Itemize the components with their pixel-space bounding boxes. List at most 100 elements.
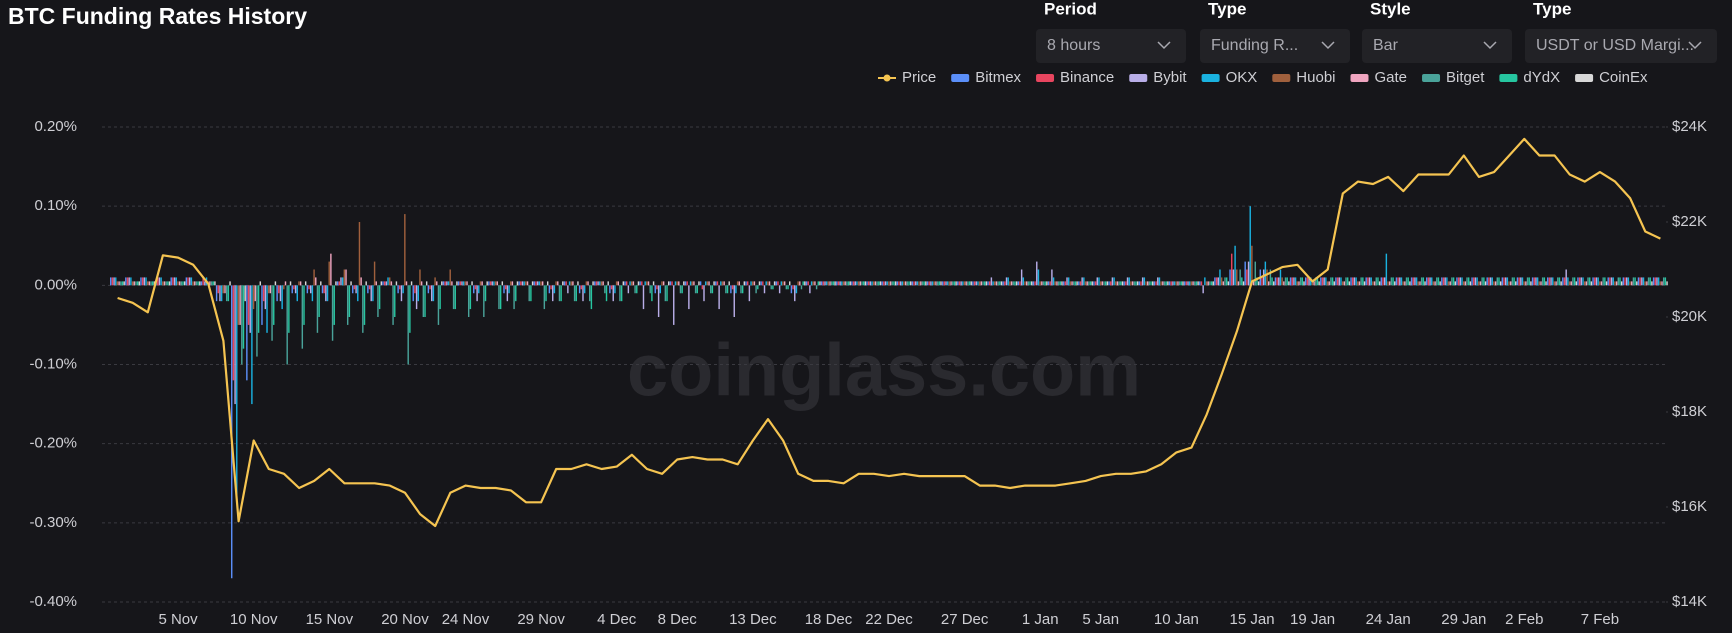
bar [583,285,586,294]
legend-label[interactable]: Binance [1060,69,1114,86]
bar [824,281,826,286]
legend-swatch[interactable] [1350,74,1369,82]
bar [1239,269,1241,286]
dropdown-box[interactable] [1525,29,1717,63]
bar [1205,281,1208,286]
legend-item[interactable]: Binance [1036,69,1114,86]
legend-label[interactable]: Price [902,69,936,86]
dropdown[interactable]: Bar [1362,29,1512,63]
bar [1562,277,1564,286]
dropdown-value[interactable]: Funding R... [1211,37,1298,54]
bar [1511,277,1514,286]
dropdown[interactable]: 8 hours [1036,29,1186,63]
dropdown[interactable]: USDT or USD Margi... [1525,29,1717,63]
bar [1610,277,1613,286]
legend-item[interactable]: Gate [1350,69,1408,86]
bar [1031,281,1033,286]
bar [1133,281,1135,286]
bar [209,281,211,286]
bar [735,285,737,294]
bar [217,285,219,294]
bar [1249,206,1251,286]
dropdown[interactable]: Funding R... [1200,29,1350,63]
bar [1150,281,1152,286]
bar [1025,281,1028,286]
bar [841,281,843,286]
bar [269,285,272,294]
dropdown-value[interactable]: 8 hours [1047,37,1100,54]
legend-swatch[interactable] [1499,74,1518,82]
bar [953,281,956,286]
bar [938,281,941,286]
bar [1520,277,1522,286]
dropdown-chevron[interactable] [1157,41,1171,50]
legend-item[interactable]: Price [878,69,936,86]
bar [832,281,835,286]
bar [1434,281,1436,286]
bar [1199,281,1201,286]
bar [1496,277,1498,286]
bar [985,281,988,286]
dropdown-box[interactable] [1362,29,1512,63]
legend-item[interactable]: dYdX [1499,69,1560,86]
bar [827,281,830,286]
legend-label[interactable]: CoinEx [1599,69,1648,86]
legend-swatch[interactable] [1129,74,1148,82]
bar [363,285,366,325]
legend-label[interactable]: Gate [1375,69,1408,86]
legend-swatch[interactable] [1201,74,1220,82]
dropdown-value[interactable]: Bar [1373,37,1399,54]
bar [1657,277,1660,286]
bar [274,281,277,286]
legend-label[interactable]: Huobi [1296,69,1335,86]
bar [341,277,344,286]
bar [162,281,164,286]
bar [728,281,730,286]
legend-item[interactable]: Bitget [1422,69,1485,86]
legend-item[interactable]: CoinEx [1575,69,1648,86]
legend-swatch[interactable] [1036,74,1055,82]
legend-item[interactable]: Huobi [1272,69,1336,86]
bar [899,281,902,286]
dropdown-chevron[interactable] [1483,41,1497,50]
bar [1441,277,1443,286]
dropdown-value[interactable]: USDT or USD Margi... [1536,37,1694,54]
bar [1483,277,1485,286]
bar [918,281,920,286]
bar [1252,281,1255,286]
bar [202,277,204,286]
bar [604,285,606,294]
bar [1447,281,1450,286]
bar [415,285,418,310]
bar [1469,281,1472,286]
bar [518,281,520,286]
bar [264,285,267,310]
dropdown-box[interactable] [1036,29,1186,63]
legend-label[interactable]: dYdX [1523,69,1560,86]
bar [886,281,888,286]
legend-item[interactable]: OKX [1201,69,1258,86]
bar [511,281,514,286]
dropdown-chevron[interactable] [1321,41,1335,50]
legend-label[interactable]: Bybit [1153,69,1187,86]
legend-swatch[interactable] [1575,74,1594,82]
legend-swatch[interactable] [951,74,970,82]
legend-label[interactable]: Bitget [1446,69,1485,86]
legend-label[interactable]: OKX [1226,69,1258,86]
legend-label[interactable]: Bitmex [975,69,1021,86]
bar [553,285,556,294]
bar [365,281,367,286]
legend-item[interactable]: Bybit [1129,69,1187,86]
bar [516,281,519,286]
bar [577,281,579,286]
legend-swatch-dot[interactable] [883,74,891,82]
y-tick-label: -0.40% [29,593,77,610]
legend-swatch[interactable] [1422,74,1441,82]
legend-item[interactable]: Bitmex [951,69,1022,86]
bar [1404,281,1406,286]
legend-swatch[interactable] [1272,74,1291,82]
dropdown-chevron[interactable] [1688,41,1702,50]
bar [499,285,502,310]
dropdown-box[interactable] [1200,29,1350,63]
bar [1064,281,1067,286]
